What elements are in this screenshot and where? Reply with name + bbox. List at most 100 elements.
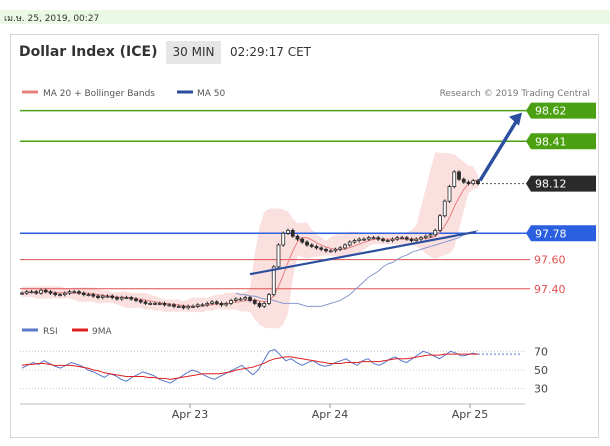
candle	[39, 289, 43, 294]
candle	[195, 304, 200, 307]
candle	[395, 237, 400, 240]
candle	[466, 181, 471, 185]
candle	[476, 180, 480, 185]
candle	[252, 300, 257, 304]
candle	[385, 240, 390, 242]
candle	[191, 305, 195, 308]
rsi-line	[21, 348, 479, 384]
candle	[224, 302, 229, 306]
candle	[366, 237, 371, 240]
candle	[143, 301, 148, 304]
candle	[172, 304, 176, 307]
candle	[290, 229, 295, 237]
candle	[286, 229, 290, 234]
candle	[200, 304, 205, 307]
price-tag-98.41	[526, 133, 596, 150]
timeframe-badge[interactable]: 30 MIN	[166, 41, 221, 64]
candle	[210, 301, 214, 304]
candle	[409, 238, 414, 241]
candle	[58, 294, 62, 297]
candle	[248, 297, 252, 301]
candle	[205, 302, 210, 306]
ma50-line	[235, 229, 479, 307]
price-chart: 98.62 98.41 98.12 97.78 97.60 97.40	[20, 102, 596, 329]
candle	[34, 291, 39, 294]
candle	[43, 289, 48, 293]
candle	[181, 305, 186, 309]
candle	[276, 244, 281, 268]
candle	[129, 297, 134, 300]
candle	[262, 302, 267, 307]
chart-time: 02:29:17 CET	[230, 45, 311, 59]
price-tag-98.62	[526, 102, 596, 119]
rsi-tick-label: 30	[534, 383, 548, 396]
candle	[243, 297, 248, 300]
candle	[81, 292, 86, 296]
candle	[29, 291, 34, 294]
candle	[419, 237, 423, 240]
candle	[167, 304, 172, 307]
x-tick-label: Apr 23	[172, 408, 209, 421]
legend-ma20-label: MA 20 + Bollinger Bands	[43, 89, 155, 99]
chart-title: Dollar Index (ICE)	[19, 44, 158, 60]
candle	[404, 237, 409, 240]
rsi-chart: 70 50 30 Apr 23 Apr 24 Apr 25	[20, 345, 548, 421]
projection-arrowhead	[509, 112, 522, 126]
candle	[381, 238, 385, 241]
candle	[357, 238, 362, 241]
candle	[471, 180, 476, 185]
timestamp: เม.ษ. 25, 2019, 00:27	[4, 14, 100, 24]
rsi-ma-line	[21, 353, 478, 380]
price-tag-98.12	[526, 175, 596, 192]
candle	[148, 302, 153, 305]
candle	[119, 297, 124, 300]
candle	[20, 292, 24, 295]
candle	[72, 291, 77, 294]
candle	[186, 305, 191, 309]
candle	[319, 247, 324, 250]
candle	[390, 238, 395, 241]
candle	[214, 301, 219, 304]
candle	[271, 266, 276, 296]
candle	[309, 244, 314, 247]
candle	[91, 294, 96, 297]
candle	[157, 302, 162, 305]
candle	[457, 171, 461, 180]
rsi-tick-label: 50	[534, 364, 548, 377]
copyright-text: Research © 2019 Trading Central	[440, 89, 590, 99]
x-tick-label: Apr 25	[452, 408, 489, 421]
price-label-98.62: 98.62	[535, 105, 567, 118]
candle	[428, 234, 433, 237]
candle	[324, 248, 328, 252]
candle	[438, 215, 442, 231]
legend-ma50-label: MA 50	[197, 89, 226, 99]
price-label-98.12: 98.12	[535, 178, 567, 191]
price-label-98.41: 98.41	[535, 135, 567, 148]
price-label-97.40: 97.40	[534, 283, 566, 296]
candle	[314, 246, 319, 249]
candle	[67, 291, 72, 294]
candle	[53, 292, 58, 296]
candle	[229, 300, 233, 304]
price-label-97.78: 97.78	[535, 227, 567, 240]
candle	[48, 291, 53, 294]
candle	[77, 291, 81, 294]
candle	[328, 250, 333, 253]
candle	[347, 241, 352, 246]
candle	[219, 302, 224, 306]
candle	[138, 300, 143, 303]
candle	[362, 238, 366, 241]
price-tag-97.78	[526, 225, 596, 242]
candle	[257, 302, 262, 307]
projection-arrow-shaft	[478, 117, 520, 182]
candle	[414, 238, 419, 241]
candle	[371, 237, 376, 240]
candle	[124, 297, 129, 299]
candle	[300, 238, 305, 243]
legend-rsi-label: RSI	[43, 327, 58, 337]
candle	[233, 298, 238, 301]
candle	[153, 302, 157, 305]
trendline	[249, 230, 477, 276]
candle	[333, 248, 338, 252]
candle	[433, 229, 438, 236]
